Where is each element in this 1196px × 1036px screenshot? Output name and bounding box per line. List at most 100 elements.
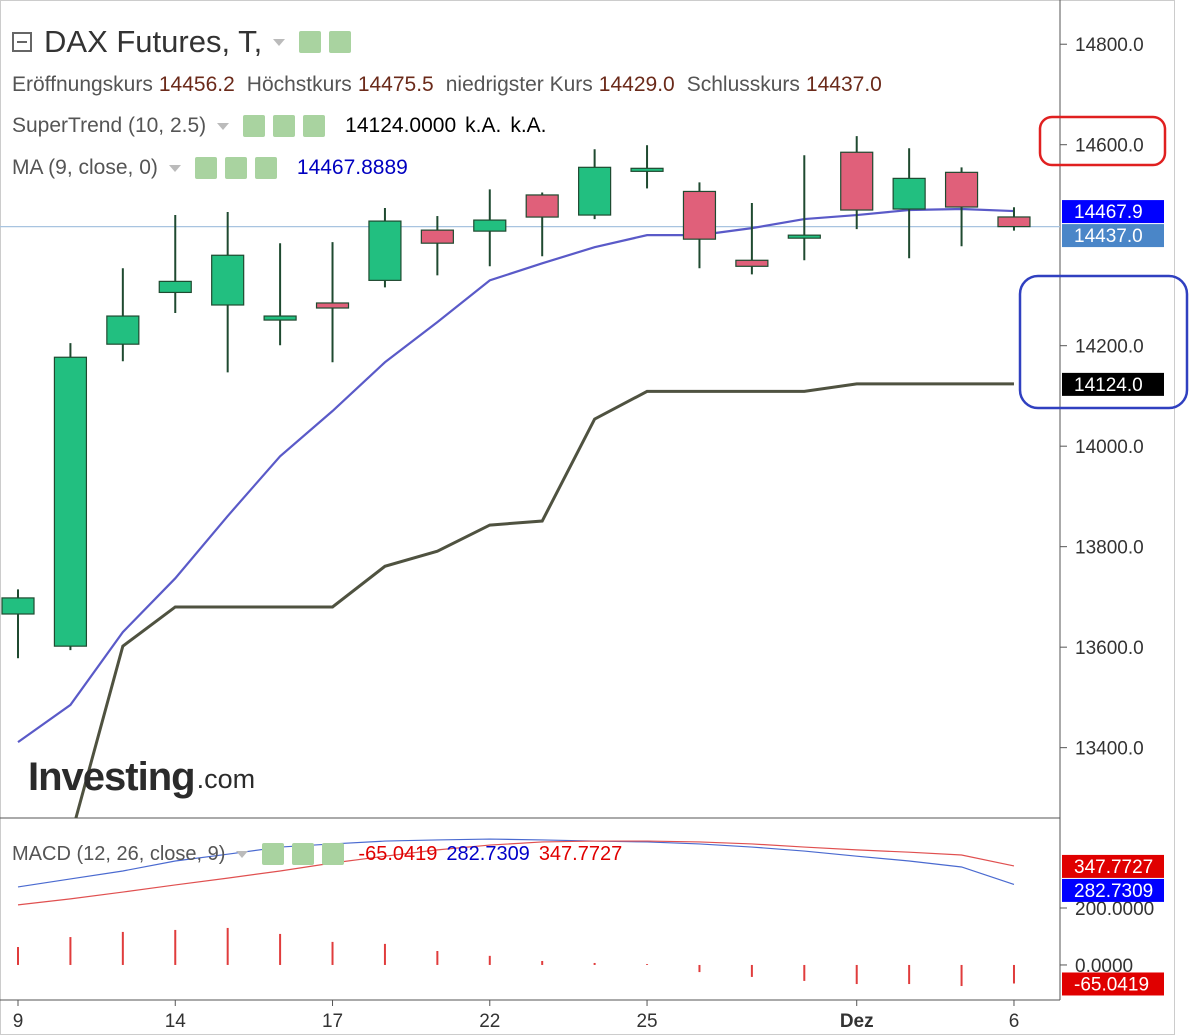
candle-body (211, 254, 245, 306)
candle-body (840, 151, 874, 211)
x-tick-label: 22 (479, 1011, 500, 1032)
candle-body (158, 280, 192, 294)
chart-title: DAX Futures, T, (44, 24, 263, 59)
ohlc-value: 14475.5 (357, 73, 434, 96)
icon[interactable] (254, 157, 277, 179)
ohlc-name: Schlusskurs (686, 73, 800, 96)
layer: 13400.0 13600.0 13800.0 14000.0 14200.0 14600… (13, 35, 1164, 1032)
indicator-row: SuperTrend (10, 2.5) 14124.0000 k.A. k.A… (12, 113, 556, 139)
indicator-value: 14124.0000 (345, 114, 457, 137)
candle-body (787, 234, 821, 239)
candle-body (892, 177, 926, 210)
dropdown[interactable] (168, 164, 181, 172)
candle-body (735, 259, 769, 267)
icon[interactable] (322, 843, 345, 865)
y-tick-label: 0.0000 (1075, 956, 1133, 977)
ohlc-value: 14456.2 (158, 73, 235, 96)
indicator-value: 282.7309 (446, 842, 530, 865)
candle-body (997, 216, 1031, 228)
icon[interactable] (243, 115, 266, 137)
candle-body (263, 315, 297, 321)
candle-body (473, 219, 507, 232)
candle-body (315, 302, 350, 309)
ohlc-name: Höchstkurs (246, 73, 352, 96)
price-tag (1062, 224, 1164, 248)
ohlc-name: Eröffnungskurs (12, 73, 153, 96)
indicator-value: k.A. (465, 114, 502, 137)
candle-body (630, 167, 664, 172)
y-tick-label: 14800.0 (1075, 35, 1144, 56)
indicator-name: MA (9, close, 0) (12, 156, 158, 179)
price-tag (1062, 972, 1164, 996)
ohlc-name: niedrigster Kurs (445, 73, 593, 96)
indicator-value: 14467.8889 (296, 156, 408, 179)
ohlc-value: 14437.0 (805, 73, 882, 96)
x-tick-label: 25 (636, 1011, 657, 1032)
x-tick-label: 9 (13, 1011, 24, 1032)
collapse-icon[interactable] (12, 32, 32, 52)
candle-body (53, 356, 88, 647)
layer (0, 207, 1060, 987)
icon[interactable] (303, 115, 326, 137)
y-tick-label: 13400.0 (1075, 739, 1144, 760)
price-tag (1062, 200, 1164, 224)
signal-line (17, 840, 1015, 906)
indicator-name: SuperTrend (10, 2.5) (12, 114, 207, 137)
ohlc-value: 14429.0 (598, 73, 675, 96)
watermark: Investing (28, 755, 195, 799)
indicator-value: 347.7727 (538, 842, 623, 865)
watermark: .com (197, 764, 256, 794)
highlight-circle (1038, 115, 1167, 167)
icon[interactable] (194, 157, 217, 179)
icon[interactable] (299, 31, 322, 53)
y-tick-label: 14000.0 (1075, 437, 1144, 458)
macd-line (17, 838, 1015, 888)
icon[interactable] (273, 115, 296, 137)
dropdown[interactable] (217, 122, 230, 130)
icon[interactable] (224, 157, 247, 179)
price-tag-label: 14437.0 (1074, 226, 1143, 247)
indicator-line (17, 207, 1015, 744)
indicator-value: -65.0419 (358, 842, 438, 865)
candle-body (578, 166, 612, 216)
ohlc-row: Eröffnungskurs 14456.2 Höchstkurs 14475.5 ni… (12, 72, 894, 98)
x-tick-label: Dez (840, 1011, 874, 1032)
title-row: DAX Futures, T, (12, 22, 359, 62)
candle-body (525, 194, 559, 218)
icon[interactable] (262, 843, 285, 865)
icon[interactable] (292, 843, 315, 865)
x-tick-label: 6 (1009, 1011, 1020, 1032)
candle-body (420, 229, 454, 244)
candle-body (368, 220, 402, 281)
price-tag (1062, 878, 1164, 902)
layer (1, 136, 1031, 659)
x-tick-label: 14 (165, 1011, 187, 1032)
indicator-name: MACD (12, 26, close, 9) (12, 842, 226, 865)
icon[interactable] (329, 31, 352, 53)
indicator-value: k.A. (510, 114, 547, 137)
y-tick-label: 13600.0 (1075, 638, 1144, 659)
y-tick-label: 13800.0 (1075, 538, 1144, 559)
price-tag (1062, 854, 1164, 878)
dropdown[interactable] (273, 38, 286, 46)
macd-row: MACD (12, 26, close, 9) -65.0419 282.7309… (12, 841, 631, 867)
highlight-circle (1018, 274, 1189, 410)
dropdown[interactable] (236, 850, 249, 858)
indicator-row: MA (9, close, 0) 14467.8889 (12, 155, 417, 181)
price-tag-label: 14124.0 (1074, 375, 1143, 396)
y-tick-label: 200.0000 (1075, 899, 1154, 920)
x-tick-label: 17 (322, 1011, 343, 1032)
indicator-line (74, 382, 1014, 818)
candle-body (682, 190, 717, 240)
candle-body (1, 597, 35, 615)
price-tag-label: 282.7309 (1074, 881, 1153, 902)
candle-body (106, 315, 140, 345)
price-tag-label: 347.7727 (1074, 857, 1153, 878)
price-tag-label: 14467.9 (1074, 202, 1143, 223)
y-tick-label: 14600.0 (1075, 136, 1144, 157)
candle-body (944, 171, 979, 208)
price-tag-label: -65.0419 (1074, 974, 1149, 995)
